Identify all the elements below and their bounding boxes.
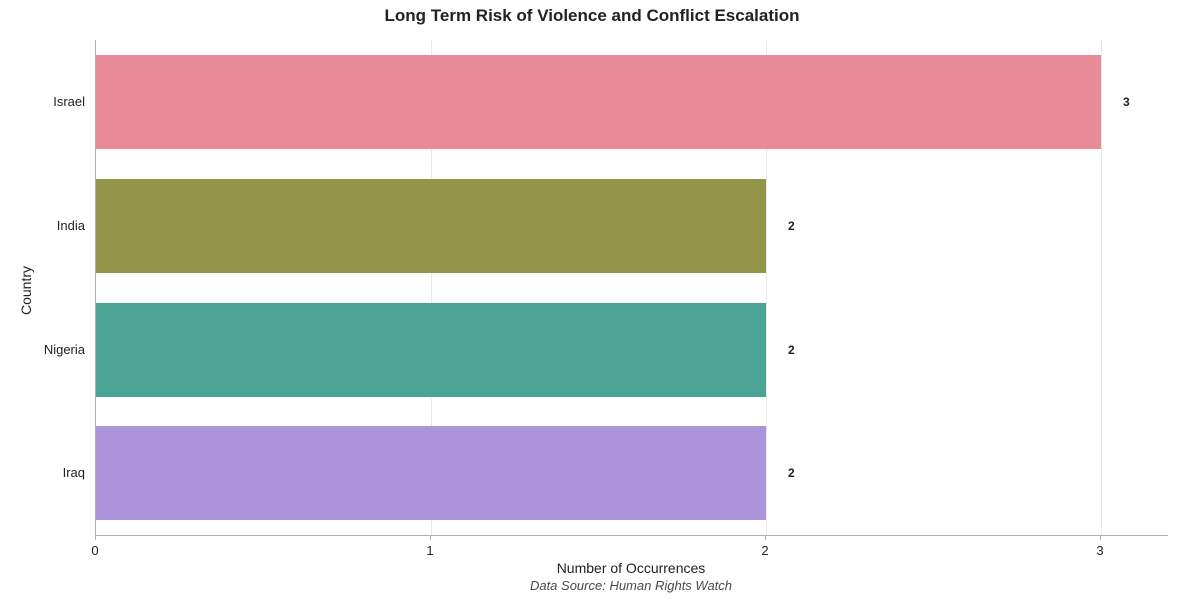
bar (96, 55, 1101, 149)
bar (96, 179, 766, 273)
bar-value-label: 3 (1123, 95, 1130, 109)
y-axis-title: Country (18, 266, 34, 315)
x-tick-label: 0 (75, 543, 115, 558)
x-tick-mark (95, 535, 96, 540)
x-axis-title: Number of Occurrences (95, 560, 1167, 576)
y-tick-label: Israel (5, 94, 85, 109)
gridline (1101, 40, 1102, 535)
y-tick-label: India (5, 218, 85, 233)
x-tick-label: 1 (410, 543, 450, 558)
x-tick-mark (765, 535, 766, 540)
x-tick-label: 2 (745, 543, 785, 558)
x-tick-mark (430, 535, 431, 540)
plot-area: 3 2 2 2 (95, 40, 1168, 536)
y-tick-label: Iraq (5, 465, 85, 480)
bar-value-label: 2 (788, 219, 795, 233)
bar-value-label: 2 (788, 466, 795, 480)
y-tick-label: Nigeria (5, 342, 85, 357)
chart-subtitle: Data Source: Human Rights Watch (95, 578, 1167, 593)
chart-container: Long Term Risk of Violence and Conflict … (0, 0, 1184, 613)
x-tick-label: 3 (1080, 543, 1120, 558)
x-tick-mark (1100, 535, 1101, 540)
bar (96, 303, 766, 397)
bar (96, 426, 766, 520)
bar-value-label: 2 (788, 343, 795, 357)
chart-title: Long Term Risk of Violence and Conflict … (0, 6, 1184, 26)
